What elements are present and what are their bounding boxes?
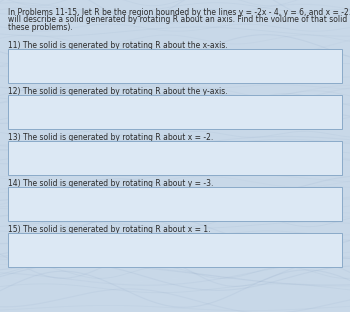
Bar bbox=[8, 232, 342, 266]
Text: 14) The solid is generated by rotating R about y = -3.: 14) The solid is generated by rotating R… bbox=[8, 178, 214, 188]
Bar bbox=[8, 48, 342, 82]
Text: these problems).: these problems). bbox=[8, 23, 73, 32]
Text: 11) The solid is generated by rotating R about the x-axis.: 11) The solid is generated by rotating R… bbox=[8, 41, 228, 50]
Text: In Problems 11-15, let R be the region bounded by the lines y = -2x - 4, y = 6, : In Problems 11-15, let R be the region b… bbox=[8, 8, 350, 17]
Text: will describe a solid generated by rotating R about an axis. Find the volume of : will describe a solid generated by rotat… bbox=[8, 16, 350, 25]
Bar bbox=[8, 140, 342, 174]
Text: 13) The solid is generated by rotating R about x = -2.: 13) The solid is generated by rotating R… bbox=[8, 133, 213, 142]
Text: 15) The solid is generated by rotating R about x = 1.: 15) The solid is generated by rotating R… bbox=[8, 225, 210, 233]
Bar bbox=[8, 95, 342, 129]
Bar bbox=[8, 187, 342, 221]
Text: 12) The solid is generated by rotating R about the y-axis.: 12) The solid is generated by rotating R… bbox=[8, 86, 228, 95]
